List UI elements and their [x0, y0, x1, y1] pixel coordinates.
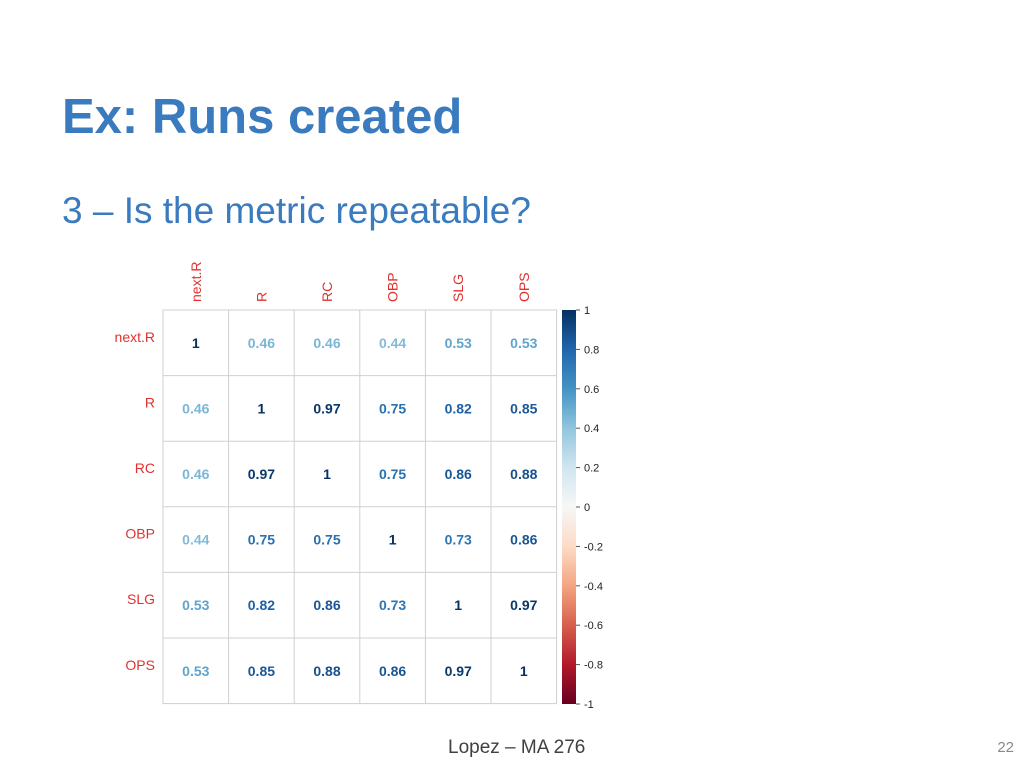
row-label-rc: RC [135, 460, 155, 476]
cell-value-ops-next-r: 0.53 [182, 663, 209, 679]
correlation-grid [162, 309, 558, 705]
row-label-r: R [145, 394, 155, 410]
colorbar-legend: 1 0.8 0.6 0.4 0.2 0 -0.2 -0.4 -0.6 -0.8 -1 [562, 305, 603, 711]
cell-value-rc-obp: 0.75 [379, 466, 406, 482]
cell-value-r-rc: 0.97 [313, 400, 340, 416]
cell-value-slg-obp: 0.73 [379, 597, 406, 613]
cell-value-obp-slg: 0.73 [445, 532, 472, 548]
cell-value-obp-obp: 1 [389, 532, 397, 548]
colorbar-tick-label: 0.4 [584, 423, 599, 435]
cell-value-slg-next-r: 0.53 [182, 597, 209, 613]
footer-text: Lopez – MA 276 [448, 737, 586, 758]
cell-value-ops-obp: 0.86 [379, 663, 406, 679]
colorbar-tick-label: -1 [584, 699, 594, 711]
colorbar-tick-label: -0.6 [584, 620, 603, 632]
colorbar-tick-label: 0.2 [584, 463, 599, 475]
cell-value-rc-next-r: 0.46 [182, 466, 209, 482]
cell-value-rc-r: 0.97 [248, 466, 275, 482]
cell-value-ops-r: 0.85 [248, 663, 275, 679]
column-labels: next.R R RC OBP SLG OPS [188, 262, 532, 302]
cell-value-next-r-rc: 0.46 [313, 335, 340, 351]
row-label-ops: OPS [125, 657, 155, 673]
row-label-obp: OBP [125, 526, 155, 542]
cell-value-next-r-obp: 0.44 [379, 335, 406, 351]
col-label-next-r: next.R [188, 262, 204, 302]
cell-value-obp-rc: 0.75 [313, 532, 340, 548]
col-label-rc: RC [319, 282, 335, 302]
colorbar-tick-label: 0.6 [584, 384, 599, 396]
cell-value-slg-r: 0.82 [248, 597, 275, 613]
cell-value-ops-slg: 0.97 [445, 663, 472, 679]
slide-subtitle: 3 – Is the metric repeatable? [62, 190, 531, 231]
row-label-slg: SLG [127, 591, 155, 607]
colorbar-tick-label: 0.8 [584, 344, 599, 356]
cell-value-r-slg: 0.82 [445, 400, 472, 416]
colorbar-tick-label: -0.8 [584, 660, 603, 672]
row-labels: next.R R RC OBP SLG OPS [115, 329, 155, 673]
cell-value-rc-rc: 1 [323, 466, 331, 482]
col-label-ops: OPS [516, 272, 532, 302]
slide-title: Ex: Runs created [62, 90, 463, 144]
cell-value-obp-next-r: 0.44 [182, 532, 209, 548]
cell-value-rc-ops: 0.88 [510, 466, 537, 482]
cell-value-slg-ops: 0.97 [510, 597, 537, 613]
cell-value-r-obp: 0.75 [379, 400, 406, 416]
cell-value-r-ops: 0.85 [510, 400, 537, 416]
cell-value-next-r-r: 0.46 [248, 335, 275, 351]
page-number: 22 [997, 739, 1014, 756]
cell-value-ops-ops: 1 [520, 663, 528, 679]
colorbar-tick-label: -0.2 [584, 541, 603, 553]
cell-value-slg-slg: 1 [454, 597, 462, 613]
cell-value-ops-rc: 0.88 [313, 663, 340, 679]
colorbar-gradient [562, 310, 576, 704]
cell-value-slg-rc: 0.86 [313, 597, 340, 613]
row-label-next-r: next.R [115, 329, 155, 345]
cell-value-obp-ops: 0.86 [510, 532, 537, 548]
cell-value-next-r-slg: 0.53 [445, 335, 472, 351]
colorbar-tick-label: -0.4 [584, 581, 603, 593]
cell-value-next-r-next-r: 1 [192, 335, 200, 351]
col-label-r: R [253, 292, 269, 302]
cell-value-next-r-ops: 0.53 [510, 335, 537, 351]
colorbar-tick-label: 0 [584, 502, 590, 514]
cell-value-r-r: 1 [258, 400, 266, 416]
cell-value-obp-r: 0.75 [248, 532, 275, 548]
col-label-slg: SLG [450, 274, 466, 302]
cell-values: 1 0.46 0.46 0.44 0.53 0.53 0.46 1 0.97 0.75 0.82 0.… [182, 335, 537, 679]
colorbar-tick-label: 1 [584, 305, 590, 317]
cell-value-rc-slg: 0.86 [445, 466, 472, 482]
cell-value-r-next-r: 0.46 [182, 400, 209, 416]
col-label-obp: OBP [385, 272, 401, 302]
